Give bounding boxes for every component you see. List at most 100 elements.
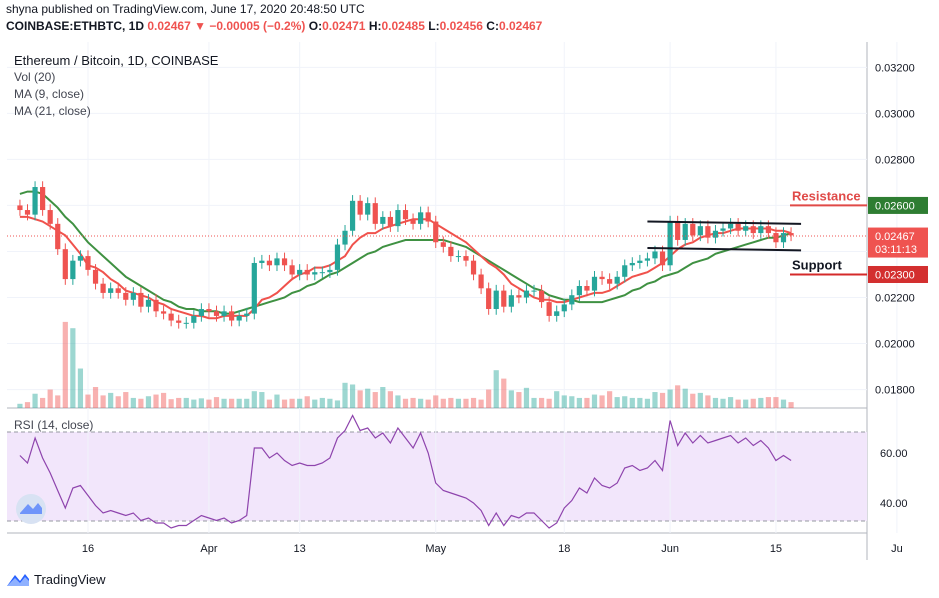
candle-body bbox=[168, 313, 174, 321]
legend-rsi[interactable]: RSI (14, close) bbox=[14, 418, 94, 432]
candle-body bbox=[697, 226, 703, 236]
volume-bar bbox=[266, 399, 273, 408]
candle-body bbox=[357, 200, 363, 215]
candle-body bbox=[607, 279, 613, 284]
candle-body bbox=[780, 233, 787, 243]
volume-bar bbox=[191, 399, 197, 408]
candle-body bbox=[788, 233, 794, 236]
price-tick-label: 0.02000 bbox=[875, 339, 915, 351]
high-value: 0.02485 bbox=[381, 19, 425, 33]
candle-body bbox=[176, 320, 182, 323]
close-value: 0.02467 bbox=[498, 19, 543, 33]
time-tick-label: Ju bbox=[891, 543, 903, 555]
tradingview-logo[interactable]: TradingView bbox=[6, 570, 106, 588]
time-tick-label: May bbox=[425, 543, 446, 555]
candle-body bbox=[682, 223, 688, 240]
candle-body bbox=[191, 315, 197, 323]
legend-ma21[interactable]: MA (21, close) bbox=[14, 104, 91, 118]
volume-bar bbox=[478, 399, 484, 408]
tradingview-icon bbox=[7, 574, 29, 586]
candle-body bbox=[266, 260, 273, 266]
candle-body bbox=[622, 265, 628, 277]
candle-body bbox=[32, 187, 38, 215]
volume-bar bbox=[667, 389, 673, 408]
volume-bar bbox=[569, 396, 575, 408]
candle-body bbox=[395, 210, 401, 227]
candle-body bbox=[743, 226, 749, 231]
volume-bar bbox=[599, 395, 605, 408]
volume-bar bbox=[123, 392, 129, 408]
candle-body bbox=[70, 260, 76, 280]
volume-bar bbox=[289, 398, 295, 408]
volume-bar bbox=[357, 390, 363, 408]
candle-body bbox=[758, 226, 764, 234]
candle-body bbox=[387, 216, 393, 227]
volume-bar bbox=[652, 392, 658, 408]
price-change: −0.00005 (−0.2%) bbox=[209, 19, 306, 33]
volume-bar bbox=[727, 397, 734, 408]
channel-lower-line bbox=[647, 247, 802, 252]
candle-body bbox=[425, 212, 431, 222]
brand-label: TradingView bbox=[34, 571, 106, 587]
candle-body bbox=[334, 244, 341, 270]
volume-bar bbox=[312, 399, 318, 408]
last-price-badge bbox=[868, 227, 928, 258]
channel-upper-line bbox=[647, 220, 802, 225]
candle-body bbox=[508, 295, 514, 307]
candle-body bbox=[455, 256, 462, 258]
candle-body bbox=[297, 269, 303, 275]
candle-body bbox=[629, 262, 635, 266]
volume-bar bbox=[410, 397, 416, 408]
support-price-badge bbox=[868, 265, 928, 283]
volume-bar bbox=[455, 398, 462, 408]
volume-bar bbox=[297, 398, 303, 408]
candle-body bbox=[342, 230, 348, 245]
volume-bar bbox=[675, 385, 681, 408]
volume-bar bbox=[334, 400, 341, 408]
candle-body bbox=[55, 223, 61, 250]
candle-body bbox=[244, 313, 250, 316]
candle-body bbox=[637, 260, 643, 263]
candle-body bbox=[599, 276, 605, 280]
volume-bar bbox=[77, 368, 84, 408]
candle-body bbox=[735, 223, 741, 231]
symbol-label[interactable]: COINBASE:ETHBTC, 1D bbox=[6, 19, 145, 33]
volume-bar bbox=[554, 391, 560, 408]
legend-ma9[interactable]: MA (9, close) bbox=[14, 87, 85, 101]
candle-body bbox=[478, 274, 484, 289]
candle-body bbox=[47, 210, 53, 224]
volume-bar bbox=[470, 397, 477, 408]
volume-bar bbox=[743, 399, 749, 408]
volume-bar bbox=[402, 398, 409, 408]
low-value: 0.02456 bbox=[439, 19, 483, 33]
candle-body bbox=[675, 221, 681, 240]
candle-body bbox=[229, 311, 235, 321]
candle-body bbox=[85, 256, 91, 270]
legend-volume[interactable]: Vol (20) bbox=[14, 70, 56, 84]
resistance-price-badge bbox=[868, 196, 928, 214]
volume-bar bbox=[591, 394, 598, 408]
candle-body bbox=[463, 256, 469, 261]
time-tick-label: 15 bbox=[770, 543, 782, 555]
candle-body bbox=[523, 290, 530, 298]
candle-body bbox=[516, 295, 522, 298]
price-tick-label: 0.03200 bbox=[875, 62, 915, 74]
volume-bar bbox=[644, 398, 651, 408]
candle-body bbox=[251, 262, 257, 314]
candle-body bbox=[123, 292, 129, 300]
candle-body bbox=[410, 219, 416, 224]
candle-body bbox=[644, 258, 651, 261]
volume-bar bbox=[100, 395, 106, 408]
volume-bar bbox=[712, 397, 719, 408]
watermark-mark bbox=[20, 503, 42, 514]
resistance-label: Resistance bbox=[792, 188, 861, 203]
volume-bar bbox=[697, 392, 703, 408]
candle-body bbox=[319, 272, 325, 274]
candle-body bbox=[561, 304, 567, 312]
ohlc-bar: COINBASE:ETHBTC, 1D 0.02467 ▼ −0.00005 (… bbox=[6, 19, 542, 33]
candle-body bbox=[372, 203, 378, 224]
candle-body bbox=[62, 249, 68, 280]
low-label: L: bbox=[428, 19, 440, 33]
volume-bar bbox=[508, 390, 514, 408]
